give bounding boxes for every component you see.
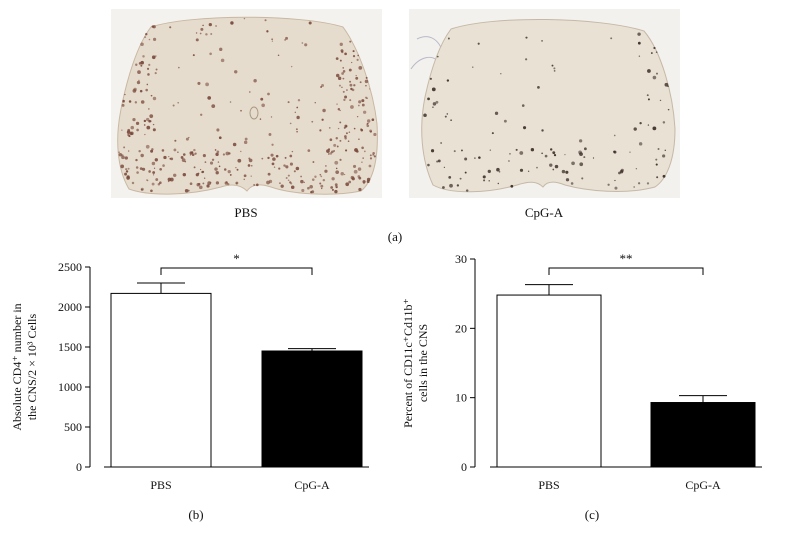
panel-label-c: (c) xyxy=(585,507,599,522)
y-axis-label: Percent of CD11c⁺Cd11b⁺cells in the CNS xyxy=(401,298,430,428)
y-tick-label-2: 1000 xyxy=(58,380,82,394)
x-tick-label-pbs: PBS xyxy=(150,478,171,492)
significance-bracket xyxy=(160,267,313,275)
x-tick-label-cpg-a: CpG-A xyxy=(294,478,330,492)
y-tick-label-1: 500 xyxy=(64,420,82,434)
significance-marker-c: ** xyxy=(620,251,633,266)
bar-cpg-a xyxy=(650,402,756,468)
bar-pbs xyxy=(496,294,602,468)
y-tick-label-3: 1500 xyxy=(58,340,82,354)
y-tick-label-0: 0 xyxy=(76,460,82,474)
bar-cpg-a xyxy=(261,350,363,468)
significance-marker-b: * xyxy=(233,251,240,266)
panel-label-b: (b) xyxy=(188,507,203,522)
panel-label-a: (a) xyxy=(387,229,403,244)
y-tick-label-4: 2000 xyxy=(58,300,82,314)
x-tick-label-cpg-a: CpG-A xyxy=(685,478,721,492)
caption-pbs: PBS xyxy=(234,205,258,220)
y-tick-label-1: 10 xyxy=(455,391,467,405)
y-tick-label-0: 0 xyxy=(461,460,467,474)
y-axis-label: Absolute CD4⁺ number inthe CNS/2 × 10³ C… xyxy=(10,303,39,430)
micrograph-cpg-a xyxy=(409,9,680,198)
y-tick-label-3: 30 xyxy=(455,252,467,266)
bar-pbs xyxy=(110,292,212,468)
caption-cpg-a: CpG-A xyxy=(524,205,564,220)
y-tick-label-2: 20 xyxy=(455,321,467,335)
significance-bracket xyxy=(548,267,704,275)
micrograph-pbs xyxy=(111,9,382,198)
y-tick-label-5: 2500 xyxy=(58,260,82,274)
x-tick-label-pbs: PBS xyxy=(538,478,559,492)
